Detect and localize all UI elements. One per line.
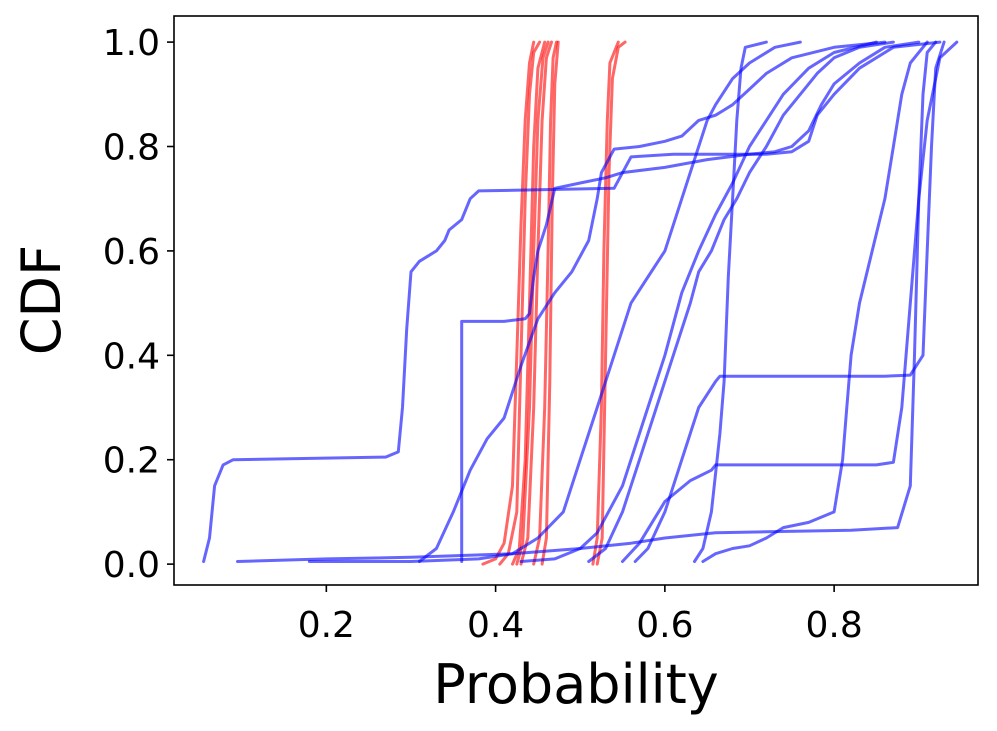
x-tick-label: 0.4 — [467, 605, 524, 646]
series-line-18 — [621, 40, 959, 563]
y-axis: 0.0 0.2 0.4 0.6 0.8 1.0 — [103, 23, 174, 586]
x-axis-label: Probability — [433, 653, 718, 716]
series-line-13 — [417, 40, 887, 563]
series-line-12 — [460, 40, 921, 563]
series-line-16 — [587, 40, 895, 563]
plot-frame — [173, 15, 979, 586]
series-line-15 — [519, 40, 878, 563]
series-line-14 — [307, 40, 802, 563]
series-line-8 — [591, 40, 620, 566]
series-line-9 — [595, 40, 627, 566]
x-tick-label: 0.6 — [636, 605, 693, 646]
y-tick-label: 0.6 — [103, 232, 160, 273]
series-line-20 — [701, 40, 929, 563]
series-line-19 — [693, 40, 768, 563]
y-axis-label: CDF — [10, 245, 73, 355]
y-tick-label: 0.0 — [103, 545, 160, 586]
y-tick-label: 0.8 — [103, 128, 160, 169]
x-tick-label: 0.8 — [805, 605, 862, 646]
series-line-17 — [633, 40, 946, 563]
x-tick-label: 0.2 — [298, 605, 355, 646]
y-tick-label: 0.2 — [103, 441, 160, 482]
y-tick-label: 1.0 — [103, 23, 160, 64]
series-line-7 — [540, 40, 560, 566]
series-line-10 — [202, 40, 942, 563]
x-axis: 0.2 0.4 0.6 0.8 — [298, 585, 863, 646]
series-line-2 — [498, 40, 542, 566]
y-tick-label: 0.4 — [103, 336, 160, 377]
series-line-4 — [515, 40, 550, 566]
series-line-11 — [236, 40, 938, 563]
series-layer — [202, 40, 959, 566]
